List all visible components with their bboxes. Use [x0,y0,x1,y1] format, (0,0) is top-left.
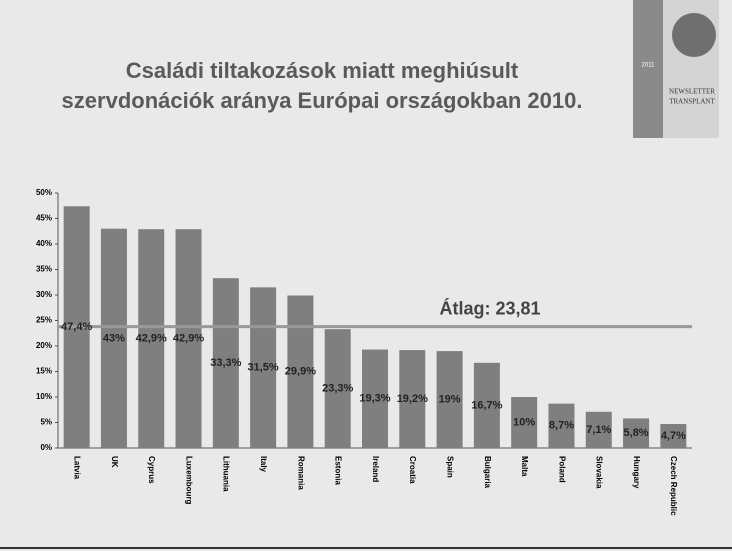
y-tick-label: 10% [36,392,52,401]
x-tick-label: Estonia [334,456,343,485]
value-label: 19,2% [397,393,428,405]
bar [212,278,239,448]
value-label: 33,3% [210,357,241,369]
value-label: 5,8% [624,427,649,439]
y-tick-label: 45% [36,214,52,223]
bar [399,350,426,448]
value-label: 42,9% [173,333,204,345]
value-label: 29,9% [285,366,316,378]
y-tick-label: 40% [36,239,52,248]
x-tick-label: Latvia [73,456,82,480]
value-label: 16,7% [471,399,502,411]
value-label: 19,3% [359,393,390,405]
y-tick-label: 35% [36,265,52,274]
bar [623,418,650,448]
bar [100,228,127,448]
x-tick-label: Lithuania [222,456,231,492]
logo-globe [672,13,716,57]
value-label: 23,3% [322,382,353,394]
logo-band [633,0,663,138]
x-tick-label: Italy [259,456,268,473]
value-label: 47,4% [61,321,92,333]
y-tick-label: 15% [36,367,52,376]
bar [138,229,165,448]
logo-text: NEWSLETTER [669,88,715,96]
x-tick-label: Bulgaria [483,456,492,489]
bar [548,403,575,448]
bar [511,397,538,448]
logo: 2011 NEWSLETTER TRANSPLANT [633,0,719,138]
logo-text: TRANSPLANT [669,98,715,106]
value-label: 7,1% [586,424,611,436]
x-tick-label: Spain [445,456,454,478]
y-tick-label: 0% [40,443,52,452]
logo-year: 2011 [642,63,656,69]
x-tick-label: Malta [520,456,529,477]
bar [473,362,500,448]
y-tick-label: 25% [36,316,52,325]
x-tick-label: Croatia [408,456,417,484]
x-tick-label: Hungary [632,456,641,489]
x-tick-label: Slovakia [595,456,604,489]
y-tick-label: 50% [36,188,52,197]
average-label: Átlag: 23,81 [439,297,540,318]
bar [324,329,351,448]
x-tick-label: Romania [296,456,305,490]
bar [250,287,277,448]
x-tick-label: Czech Republic [669,456,678,516]
bar [175,229,202,448]
title-line: szervdonációk aránya Európai országokban… [62,88,583,113]
value-label: 42,9% [136,333,167,345]
y-tick-label: 20% [36,341,52,350]
x-tick-label: Cyprus [147,456,156,484]
bar [287,295,314,448]
x-tick-label: UK [110,456,119,468]
bar [585,411,612,448]
value-label: 19% [439,393,461,405]
value-label: 43% [103,332,125,344]
value-label: 4,7% [661,430,686,442]
value-label: 10% [513,416,535,428]
x-tick-label: Luxembourg [184,456,193,505]
value-label: 8,7% [549,420,574,432]
y-tick-label: 30% [36,290,52,299]
bar [362,349,388,448]
x-tick-label: Ireland [371,456,380,482]
title-line: Családi tiltakozások miatt meghiúsult [126,58,519,83]
x-tick-label: Poland [557,456,566,483]
bar [436,351,463,448]
bar [660,424,687,448]
value-label: 31,5% [248,362,279,374]
y-tick-label: 5% [40,418,52,427]
